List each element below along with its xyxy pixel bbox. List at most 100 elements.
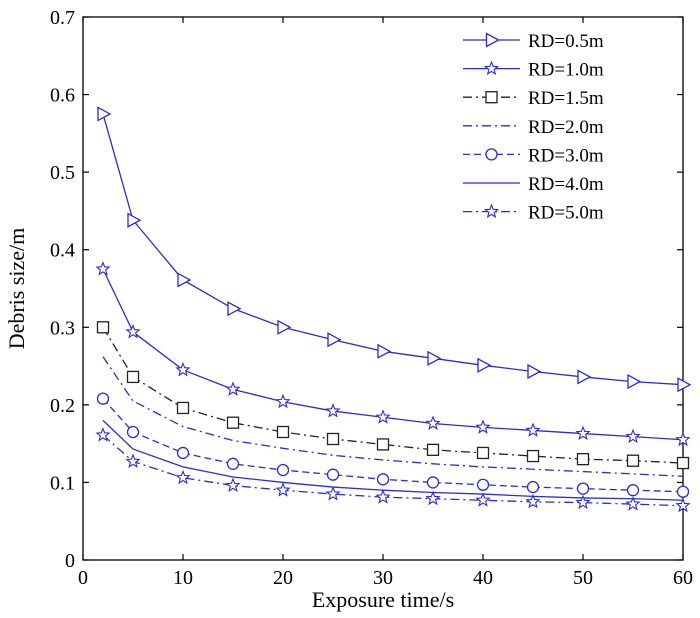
data-point [375, 409, 391, 424]
data-point [476, 478, 490, 491]
data-point [626, 484, 640, 497]
data-point [475, 492, 491, 507]
data-point [276, 463, 290, 477]
legend-entry: RD=5.0m [463, 203, 604, 224]
data-point [225, 381, 241, 396]
data-point [325, 486, 341, 501]
legend-entry: RD=0.5m [463, 31, 604, 52]
y-tick-label: 0.4 [50, 240, 75, 262]
data-point [525, 493, 541, 509]
data-point [475, 419, 491, 434]
y-tick-label: 0.2 [50, 395, 75, 417]
data-point [626, 454, 640, 467]
data-point [275, 482, 291, 497]
data-point [426, 443, 440, 456]
data-point [575, 494, 591, 510]
x-tick-label: 60 [673, 567, 693, 589]
legend-marker [485, 148, 498, 161]
legend: RD=0.5m RD=1.0m RD=1.5m RD=2.0m RD=3.0m RD=4.… [463, 31, 604, 224]
data-point [525, 422, 541, 437]
data-point [576, 453, 590, 466]
legend-entry: RD=1.0m [463, 60, 604, 81]
data-point [96, 321, 110, 334]
x-tick-label: 30 [373, 567, 393, 589]
data-point [527, 363, 542, 380]
data-point [477, 357, 492, 373]
data-point [97, 106, 112, 122]
series-rd-4-0m [102, 419, 684, 501]
legend-marker [485, 32, 500, 48]
data-point [275, 393, 291, 409]
data-point [95, 261, 111, 276]
y-tick-label: 0.7 [50, 7, 75, 29]
series-line [102, 268, 684, 441]
data-point [627, 373, 642, 390]
legend-label: RD=4.0m [528, 174, 604, 195]
x-axis-label: Exposure time/s [312, 587, 454, 612]
legend-label: RD=3.0m [528, 145, 604, 166]
series-rd-1-0m [95, 261, 691, 447]
data-point [96, 392, 110, 405]
data-point [325, 403, 341, 418]
y-tick-label: 0.1 [50, 472, 75, 494]
data-point [426, 476, 440, 489]
data-point [425, 415, 441, 430]
data-point [676, 485, 690, 498]
series-line [102, 356, 684, 477]
y-tick-label: 0.5 [50, 162, 75, 184]
axes-group: 0 10 20 30 40 50 60 0 0.1 0.2 0.3 0.4 0.5 0.6 0.7 [50, 7, 693, 589]
legend-entry: RD=2.0m [463, 117, 604, 138]
legend-entry: RD=4.0m [463, 174, 604, 195]
data-point [526, 449, 540, 463]
data-point [427, 350, 442, 366]
legend-label: RD=0.5m [528, 31, 604, 52]
x-tick-label: 0 [78, 567, 88, 589]
data-point [677, 377, 692, 393]
series-rd-5-0m [95, 427, 691, 513]
data-point [625, 496, 641, 511]
data-point [376, 438, 390, 451]
x-tick-label: 50 [573, 567, 593, 589]
data-point [225, 477, 241, 493]
series-rd-2-0m [102, 356, 684, 477]
data-point [226, 457, 240, 470]
y-tick-label: 0.6 [50, 85, 75, 107]
data-point [425, 490, 441, 506]
data-point [125, 453, 141, 468]
data-point [126, 425, 140, 439]
legend-marker [483, 203, 500, 219]
legend-label: RD=2.0m [528, 117, 604, 138]
data-point [526, 480, 540, 494]
data-point [377, 343, 392, 359]
data-point [227, 301, 242, 317]
legend-label: RD=1.5m [528, 88, 604, 109]
y-axis-label: Debris size/m [4, 228, 29, 350]
x-tick-label: 20 [273, 567, 293, 589]
data-point [177, 272, 192, 288]
data-point [625, 428, 641, 444]
series-rd-1-5m [96, 321, 690, 470]
data-point [125, 323, 141, 339]
y-tick-label: 0.3 [50, 317, 75, 339]
data-point [676, 456, 690, 470]
legend-entry: RD=1.5m [463, 88, 604, 109]
legend-label: RD=5.0m [528, 203, 604, 224]
series-line [102, 326, 684, 464]
data-point [327, 332, 342, 348]
data-point [577, 369, 592, 385]
data-point [175, 469, 191, 485]
data-point [376, 473, 390, 486]
data-point [277, 319, 292, 335]
legend-marker [485, 91, 498, 104]
data-point [326, 468, 340, 481]
series-rd-3-0m [96, 392, 690, 498]
data-point [126, 370, 140, 384]
data-point [576, 482, 590, 495]
series-rd-0-5m [97, 106, 692, 393]
x-tick-label: 10 [173, 567, 193, 589]
data-point [226, 416, 240, 429]
data-point [276, 425, 290, 439]
data-point [476, 446, 490, 460]
data-point [176, 401, 190, 415]
